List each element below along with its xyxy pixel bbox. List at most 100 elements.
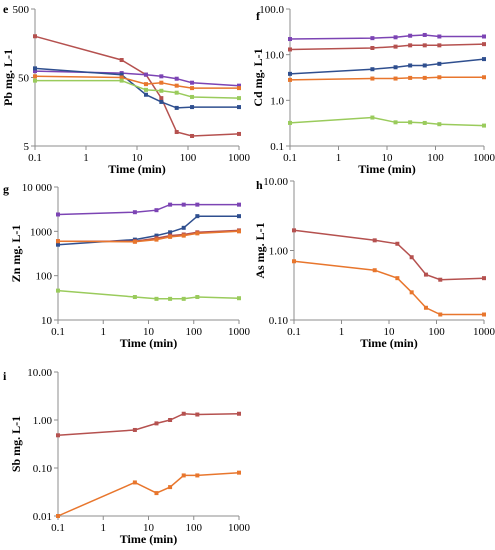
data-point xyxy=(409,290,414,295)
data-point xyxy=(370,115,375,120)
x-tick-label: 0.1 xyxy=(287,326,301,338)
data-point xyxy=(195,473,200,478)
x-tick-label: 100 xyxy=(186,522,203,534)
x-axis-title: Time (min) xyxy=(120,532,177,546)
data-point xyxy=(237,86,241,91)
data-point xyxy=(437,43,442,48)
y-tick-label: 0.10 xyxy=(33,463,53,475)
data-point xyxy=(56,239,60,244)
series-orange xyxy=(56,229,241,244)
x-tick-label: 1 xyxy=(101,326,107,338)
data-point xyxy=(408,63,413,68)
y-tick-label: 0.01 xyxy=(33,511,52,523)
x-tick-label: 1000 xyxy=(228,152,251,164)
data-point xyxy=(181,202,186,207)
data-point xyxy=(292,259,296,264)
x-tick-label: 100 xyxy=(427,152,444,164)
panel-g: g 0.1 1 10 100 1000 10 100 1000 10 000 Time (min) Z… xyxy=(3,182,251,350)
panel-h: h 0.1 1 10 100 1000 0.10 1.00 10.00 Time (min) As … xyxy=(253,176,495,350)
data-point xyxy=(181,296,186,301)
data-point xyxy=(154,208,159,213)
data-point xyxy=(370,36,375,41)
data-point xyxy=(119,75,124,80)
panel-letter: e xyxy=(3,2,9,16)
data-point xyxy=(288,120,292,125)
series-line xyxy=(57,289,240,300)
x-tick-label: 10 xyxy=(132,152,144,164)
data-point xyxy=(237,296,241,301)
x-tick-label: 1000 xyxy=(228,326,251,338)
data-point xyxy=(56,514,60,518)
series-line xyxy=(293,229,485,281)
data-point xyxy=(237,105,241,110)
data-point xyxy=(181,473,186,478)
x-tick-label: 10 xyxy=(143,522,155,534)
data-point xyxy=(33,69,37,74)
series-purple xyxy=(56,202,241,217)
data-point xyxy=(159,80,164,85)
series-line xyxy=(57,471,240,517)
data-point xyxy=(482,312,486,317)
y-axis-title: Zn mg. L-1 xyxy=(9,225,23,283)
panel-e: e 0.1 1 10 100 1000 5 50 500 Time (min) Pb mg. L-1 xyxy=(1,2,251,176)
data-point xyxy=(119,78,124,83)
series-orange xyxy=(56,470,241,518)
data-point xyxy=(288,47,292,52)
data-point xyxy=(143,87,148,92)
x-tick-label: 0.1 xyxy=(283,152,297,164)
data-point xyxy=(195,202,200,207)
data-point xyxy=(409,255,414,260)
data-point xyxy=(288,37,292,42)
data-point xyxy=(56,433,60,438)
series-blue xyxy=(288,57,486,76)
series-line xyxy=(34,70,240,87)
x-tick-label: 10 xyxy=(143,326,155,338)
panel-i: i 0.1 1 10 100 1000 0.01 0.10 1.00 10.00 Time (min… xyxy=(3,367,251,546)
data-point xyxy=(154,296,159,301)
data-point xyxy=(437,75,442,80)
x-axis-title: Time (min) xyxy=(360,336,417,350)
data-point xyxy=(56,212,60,217)
y-tick-label: 100 xyxy=(36,271,53,283)
x-tick-label: 100 xyxy=(428,326,445,338)
data-point xyxy=(168,485,173,490)
data-point xyxy=(422,120,427,125)
data-point xyxy=(437,61,442,66)
y-tick-label: 0.10 xyxy=(269,315,289,327)
data-point xyxy=(408,43,413,48)
data-point xyxy=(159,99,164,104)
data-point xyxy=(190,94,195,99)
data-point xyxy=(482,34,486,39)
data-point xyxy=(482,276,486,281)
y-tick-label: 1000 xyxy=(30,226,53,238)
data-point xyxy=(482,75,486,80)
data-point xyxy=(237,96,241,101)
data-point xyxy=(288,77,292,82)
data-point xyxy=(190,105,195,110)
data-point xyxy=(190,80,195,85)
data-point xyxy=(168,418,173,422)
data-point xyxy=(237,229,241,234)
data-point xyxy=(174,76,179,81)
y-axis-title: Pb mg. L-1 xyxy=(1,49,15,106)
data-point xyxy=(132,427,137,432)
y-tick-label: 50 xyxy=(18,73,30,85)
data-point xyxy=(132,480,137,485)
x-tick-label: 1 xyxy=(339,326,345,338)
data-point xyxy=(370,67,375,72)
data-point xyxy=(195,412,200,417)
series-line xyxy=(293,260,484,316)
data-point xyxy=(33,78,37,83)
data-point xyxy=(159,88,164,93)
data-point xyxy=(132,210,137,215)
data-point xyxy=(237,202,241,207)
data-point xyxy=(195,231,200,236)
data-point xyxy=(393,76,398,81)
data-point xyxy=(154,421,159,426)
data-point xyxy=(437,34,442,39)
data-point xyxy=(195,295,200,300)
data-point xyxy=(292,228,296,233)
data-point xyxy=(482,123,486,128)
x-tick-label: 1000 xyxy=(473,152,495,164)
